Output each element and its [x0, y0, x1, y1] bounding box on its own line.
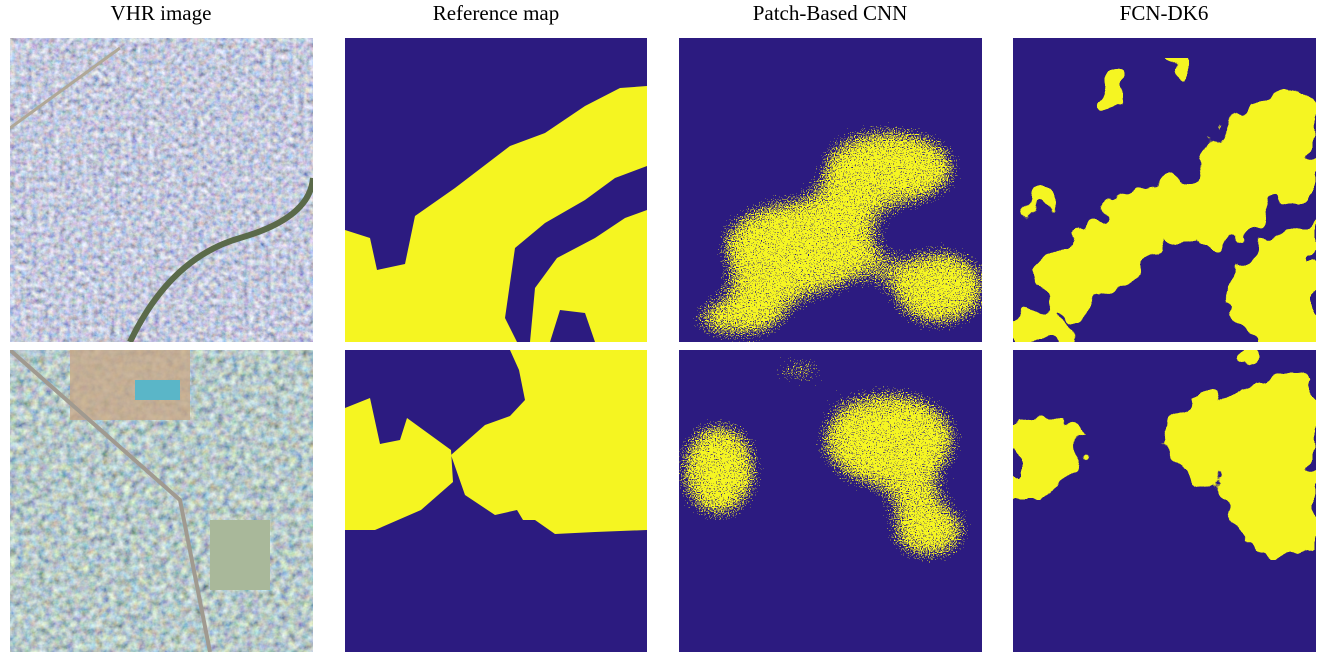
patch-cnn-map	[679, 38, 982, 342]
column-title: Reference map	[433, 1, 560, 25]
vhr-image	[10, 38, 313, 342]
vhr-image	[10, 350, 313, 652]
column-title: Patch-Based CNN	[753, 1, 908, 25]
reference-map	[345, 350, 647, 652]
column-title: FCN-DK6	[1120, 1, 1209, 25]
fcn-dk6-map	[1013, 38, 1316, 342]
reference-map	[345, 38, 647, 342]
column-title: VHR image	[111, 1, 212, 25]
patch-cnn-map	[679, 350, 982, 652]
fcn-dk6-map	[1013, 350, 1316, 652]
